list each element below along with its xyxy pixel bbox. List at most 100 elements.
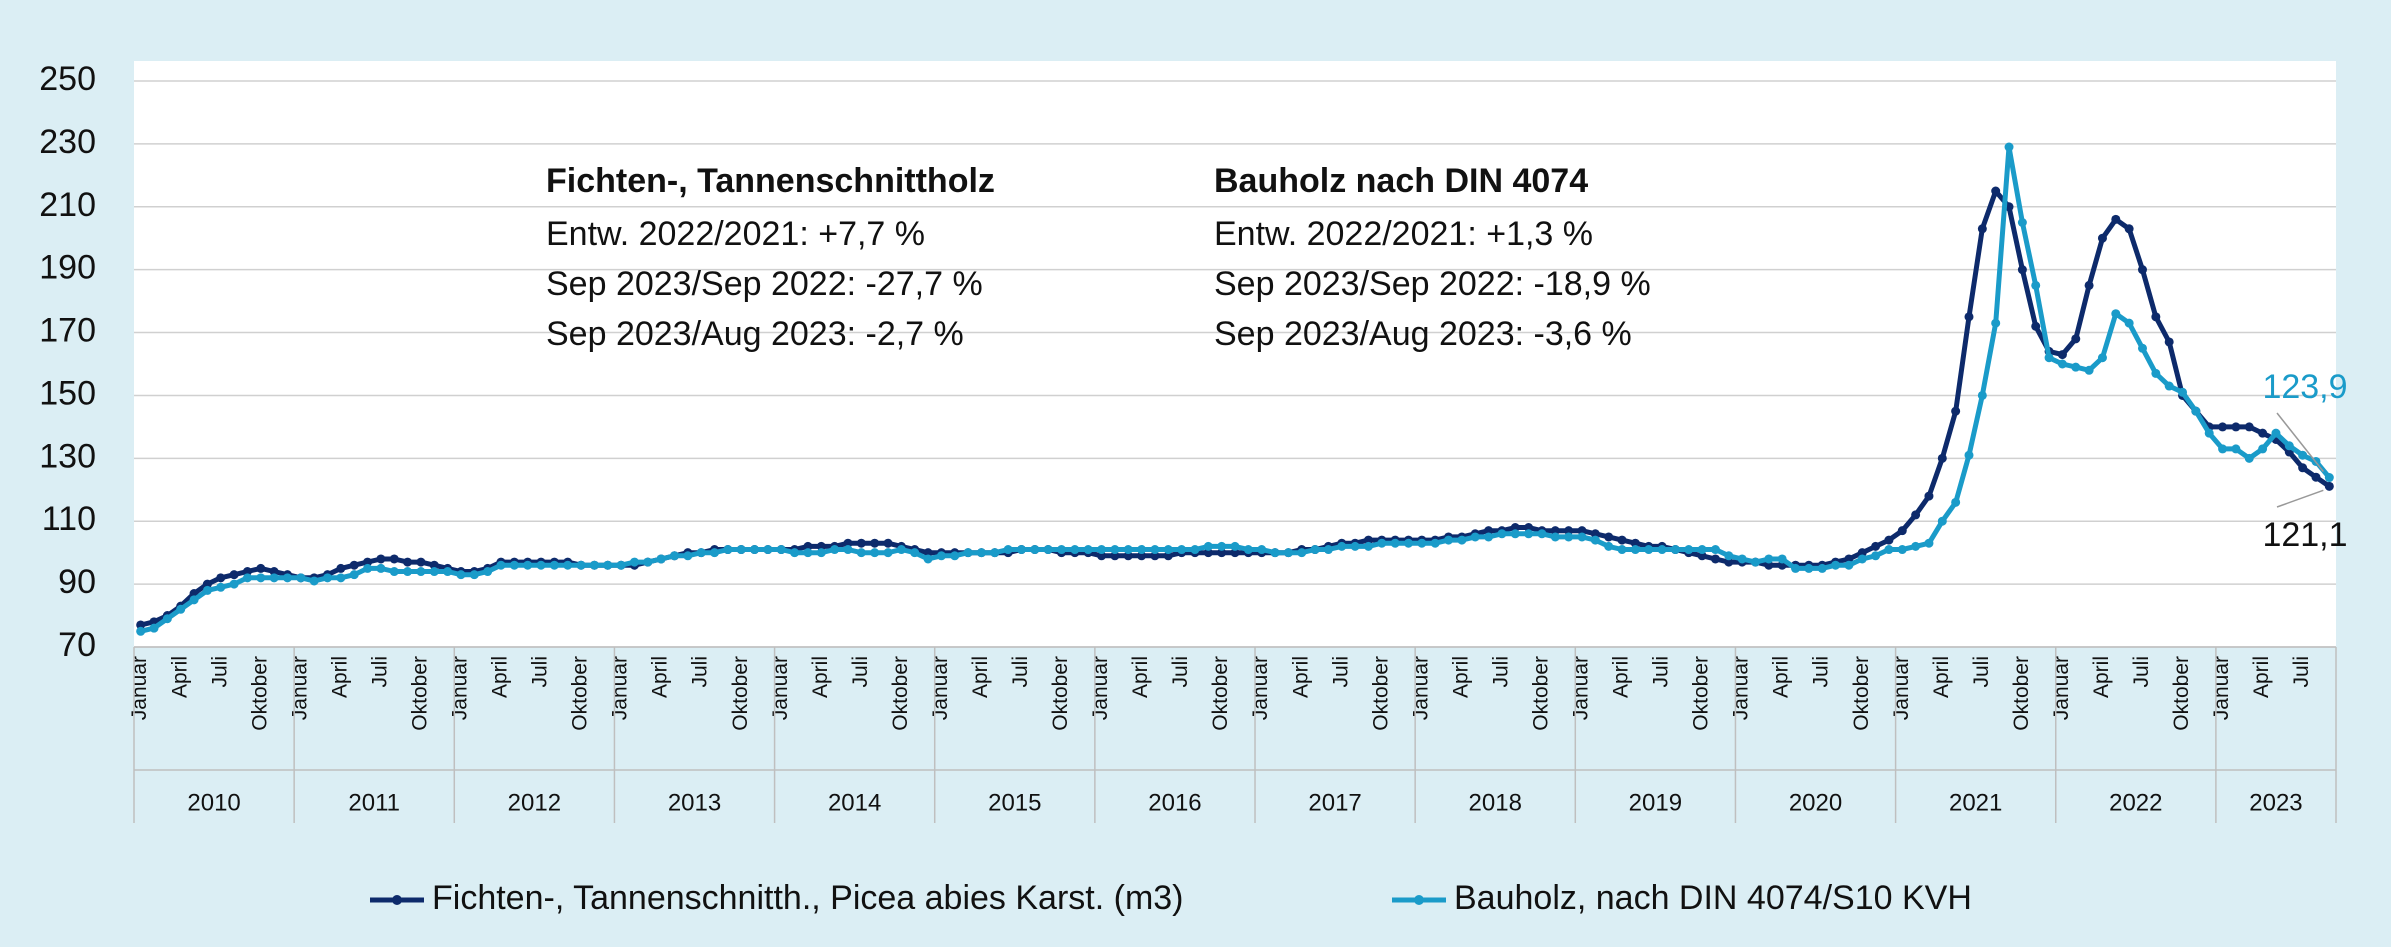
data-point: [976, 548, 986, 558]
data-point: [1484, 532, 1494, 542]
data-point: [1764, 554, 1774, 564]
data-point: [830, 545, 840, 555]
data-point: [1203, 541, 1213, 551]
year-label: 2015: [988, 789, 1041, 816]
data-point: [2218, 422, 2228, 432]
y-tick-label: 210: [39, 186, 96, 224]
data-point: [1604, 541, 1614, 551]
data-point: [1297, 548, 1307, 558]
data-point: [1737, 554, 1747, 564]
data-point: [1964, 450, 1974, 460]
data-point: [1937, 516, 1947, 526]
data-point: [1604, 532, 1614, 542]
x-tick-label: Januar: [2210, 656, 2233, 720]
data-point: [1657, 545, 1667, 555]
data-point: [1697, 551, 1707, 561]
x-tick-label: Oktober: [2010, 656, 2033, 731]
x-tick-label: Oktober: [1850, 656, 1873, 731]
data-point: [1630, 545, 1640, 555]
x-tick-label: Oktober: [729, 656, 752, 731]
data-point: [176, 604, 186, 614]
data-point: [776, 545, 786, 555]
legend-label: Bauholz, nach DIN 4074/S10 KVH: [1454, 879, 1972, 917]
data-point: [2137, 343, 2147, 353]
data-point: [1764, 560, 1774, 570]
data-point: [950, 551, 960, 561]
y-tick-label: 150: [39, 374, 96, 412]
data-point: [2071, 334, 2081, 344]
x-tick-label: April: [2250, 656, 2273, 698]
data-point: [1270, 548, 1280, 558]
data-point: [2298, 463, 2308, 473]
data-point: [1177, 545, 1187, 555]
data-point: [2017, 265, 2027, 275]
data-point: [990, 548, 1000, 558]
data-point: [656, 554, 666, 564]
data-point: [589, 560, 599, 570]
data-point: [1163, 551, 1173, 561]
data-point: [1844, 560, 1854, 570]
data-point: [1150, 551, 1160, 561]
data-point: [1310, 545, 1320, 555]
x-tick-label: Januar: [449, 656, 472, 720]
data-point: [1083, 545, 1093, 555]
annotation-title: Bauholz nach DIN 4074: [1214, 162, 1588, 200]
data-point: [1630, 538, 1640, 548]
data-point: [2258, 444, 2268, 454]
data-point: [136, 620, 146, 630]
data-point: [683, 551, 693, 561]
data-point: [1577, 526, 1587, 536]
data-point: [1190, 545, 1200, 555]
leader-line: [2276, 489, 2324, 508]
data-point: [2057, 359, 2067, 369]
annotation-line: Sep 2023/Aug 2023: -2,7 %: [546, 315, 964, 353]
data-point: [349, 560, 359, 570]
data-point: [1964, 312, 1974, 322]
data-point: [1403, 538, 1413, 548]
data-point: [509, 560, 519, 570]
data-point: [189, 595, 199, 605]
data-point: [1363, 541, 1373, 551]
data-point: [2017, 218, 2027, 227]
data-point: [496, 560, 506, 570]
data-point: [1670, 545, 1680, 555]
data-point: [269, 573, 279, 583]
data-point: [216, 582, 226, 592]
data-point: [1030, 545, 1040, 555]
data-point: [536, 560, 546, 570]
x-tick-label: Januar: [1249, 656, 1272, 720]
data-point: [1430, 538, 1440, 548]
data-point: [1110, 551, 1120, 561]
x-tick-label: Oktober: [1529, 656, 1552, 731]
x-tick-label: April: [489, 656, 512, 698]
year-label: 2014: [828, 789, 881, 816]
data-point: [1991, 318, 2001, 328]
year-label: 2020: [1789, 789, 1842, 816]
data-point: [910, 548, 920, 558]
data-point: [349, 570, 359, 580]
data-point: [2031, 321, 2041, 331]
year-label: 2017: [1308, 789, 1361, 816]
data-point: [389, 567, 399, 577]
data-point: [1203, 548, 1213, 558]
data-point: [1777, 554, 1787, 564]
x-tick-label: Juli: [689, 656, 712, 688]
data-point: [1550, 526, 1560, 536]
data-point: [1457, 535, 1467, 545]
x-tick-label: Juli: [368, 656, 391, 688]
year-label: 2021: [1949, 789, 2002, 816]
x-tick-label: Januar: [1409, 656, 1432, 720]
data-point: [136, 626, 146, 636]
data-point: [1617, 535, 1627, 545]
data-point: [1097, 545, 1107, 555]
data-point: [1137, 551, 1147, 561]
data-point: [896, 545, 906, 555]
data-point: [1350, 541, 1360, 551]
year-label: 2022: [2109, 789, 2162, 816]
y-tick-label: 110: [42, 500, 96, 538]
data-point: [763, 545, 773, 555]
x-tick-label: Juli: [529, 656, 552, 688]
data-point: [750, 545, 760, 555]
legend-marker: [392, 895, 402, 905]
data-point: [269, 567, 279, 577]
